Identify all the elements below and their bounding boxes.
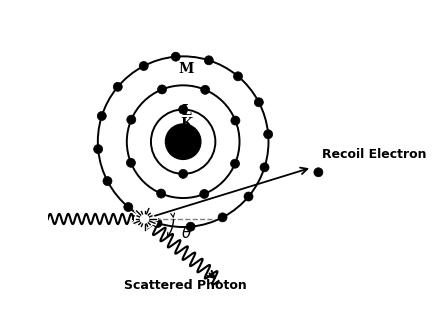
Circle shape [126,158,135,167]
Text: M: M [178,62,194,76]
Circle shape [199,189,208,198]
Circle shape [313,168,322,177]
Circle shape [157,85,166,94]
Circle shape [171,52,180,61]
Text: L: L [181,104,191,118]
Circle shape [156,189,165,198]
Text: $\theta$: $\theta$ [180,225,191,242]
Circle shape [103,176,112,185]
Circle shape [259,163,268,172]
Circle shape [127,115,135,124]
Circle shape [230,116,239,125]
Text: K: K [180,117,192,131]
Circle shape [152,219,162,228]
Circle shape [178,169,187,178]
Circle shape [113,82,122,91]
Circle shape [178,105,187,114]
Circle shape [233,72,242,81]
Circle shape [200,85,209,94]
Circle shape [97,111,106,120]
Circle shape [244,192,252,201]
Circle shape [204,56,213,65]
Circle shape [230,159,239,168]
Circle shape [124,203,133,212]
Text: Scattered Photon: Scattered Photon [124,279,246,292]
Circle shape [254,98,263,107]
Circle shape [218,213,226,222]
Text: Recoil Electron: Recoil Electron [321,148,425,161]
Circle shape [165,124,201,159]
Circle shape [139,62,148,71]
Circle shape [186,222,194,231]
Circle shape [263,130,272,139]
Circle shape [139,214,149,224]
Circle shape [93,145,102,154]
